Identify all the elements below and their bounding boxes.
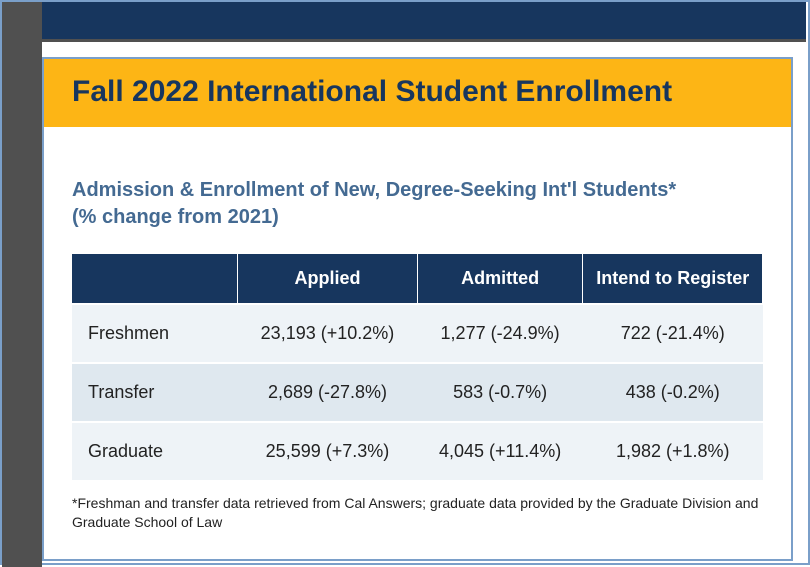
top-navy-bar [42, 2, 806, 42]
col-header-blank [72, 254, 238, 305]
subtitle: Admission & Enrollment of New, Degree-Se… [72, 177, 763, 231]
row-label: Transfer [72, 363, 238, 422]
cell-register: 722 (-21.4%) [583, 304, 763, 363]
table-row: Transfer 2,689 (-27.8%) 583 (-0.7%) 438 … [72, 363, 763, 422]
subtitle-line2: (% change from 2021) [72, 206, 279, 228]
enrollment-table: Applied Admitted Intend to Register Fres… [72, 253, 763, 480]
cell-register: 438 (-0.2%) [583, 363, 763, 422]
footnote: *Freshman and transfer data retrieved fr… [72, 494, 763, 532]
table-header-row: Applied Admitted Intend to Register [72, 254, 763, 305]
cell-applied: 25,599 (+7.3%) [238, 422, 418, 480]
table-row: Freshmen 23,193 (+10.2%) 1,277 (-24.9%) … [72, 304, 763, 363]
row-label: Freshmen [72, 304, 238, 363]
col-header-applied: Applied [238, 254, 418, 305]
title-band: Fall 2022 International Student Enrollme… [44, 59, 791, 127]
slide-card: Fall 2022 International Student Enrollme… [42, 57, 793, 561]
col-header-register: Intend to Register [583, 254, 763, 305]
left-dark-strip [2, 2, 42, 567]
col-header-admitted: Admitted [417, 254, 583, 305]
table-row: Graduate 25,599 (+7.3%) 4,045 (+11.4%) 1… [72, 422, 763, 480]
cell-applied: 23,193 (+10.2%) [238, 304, 418, 363]
cell-admitted: 4,045 (+11.4%) [417, 422, 583, 480]
slide-frame: Fall 2022 International Student Enrollme… [0, 0, 810, 565]
row-label: Graduate [72, 422, 238, 480]
cell-register: 1,982 (+1.8%) [583, 422, 763, 480]
subtitle-line1: Admission & Enrollment of New, Degree-Se… [72, 179, 676, 201]
page-title: Fall 2022 International Student Enrollme… [72, 75, 763, 109]
cell-admitted: 583 (-0.7%) [417, 363, 583, 422]
cell-applied: 2,689 (-27.8%) [238, 363, 418, 422]
content-area: Admission & Enrollment of New, Degree-Se… [44, 127, 791, 542]
cell-admitted: 1,277 (-24.9%) [417, 304, 583, 363]
